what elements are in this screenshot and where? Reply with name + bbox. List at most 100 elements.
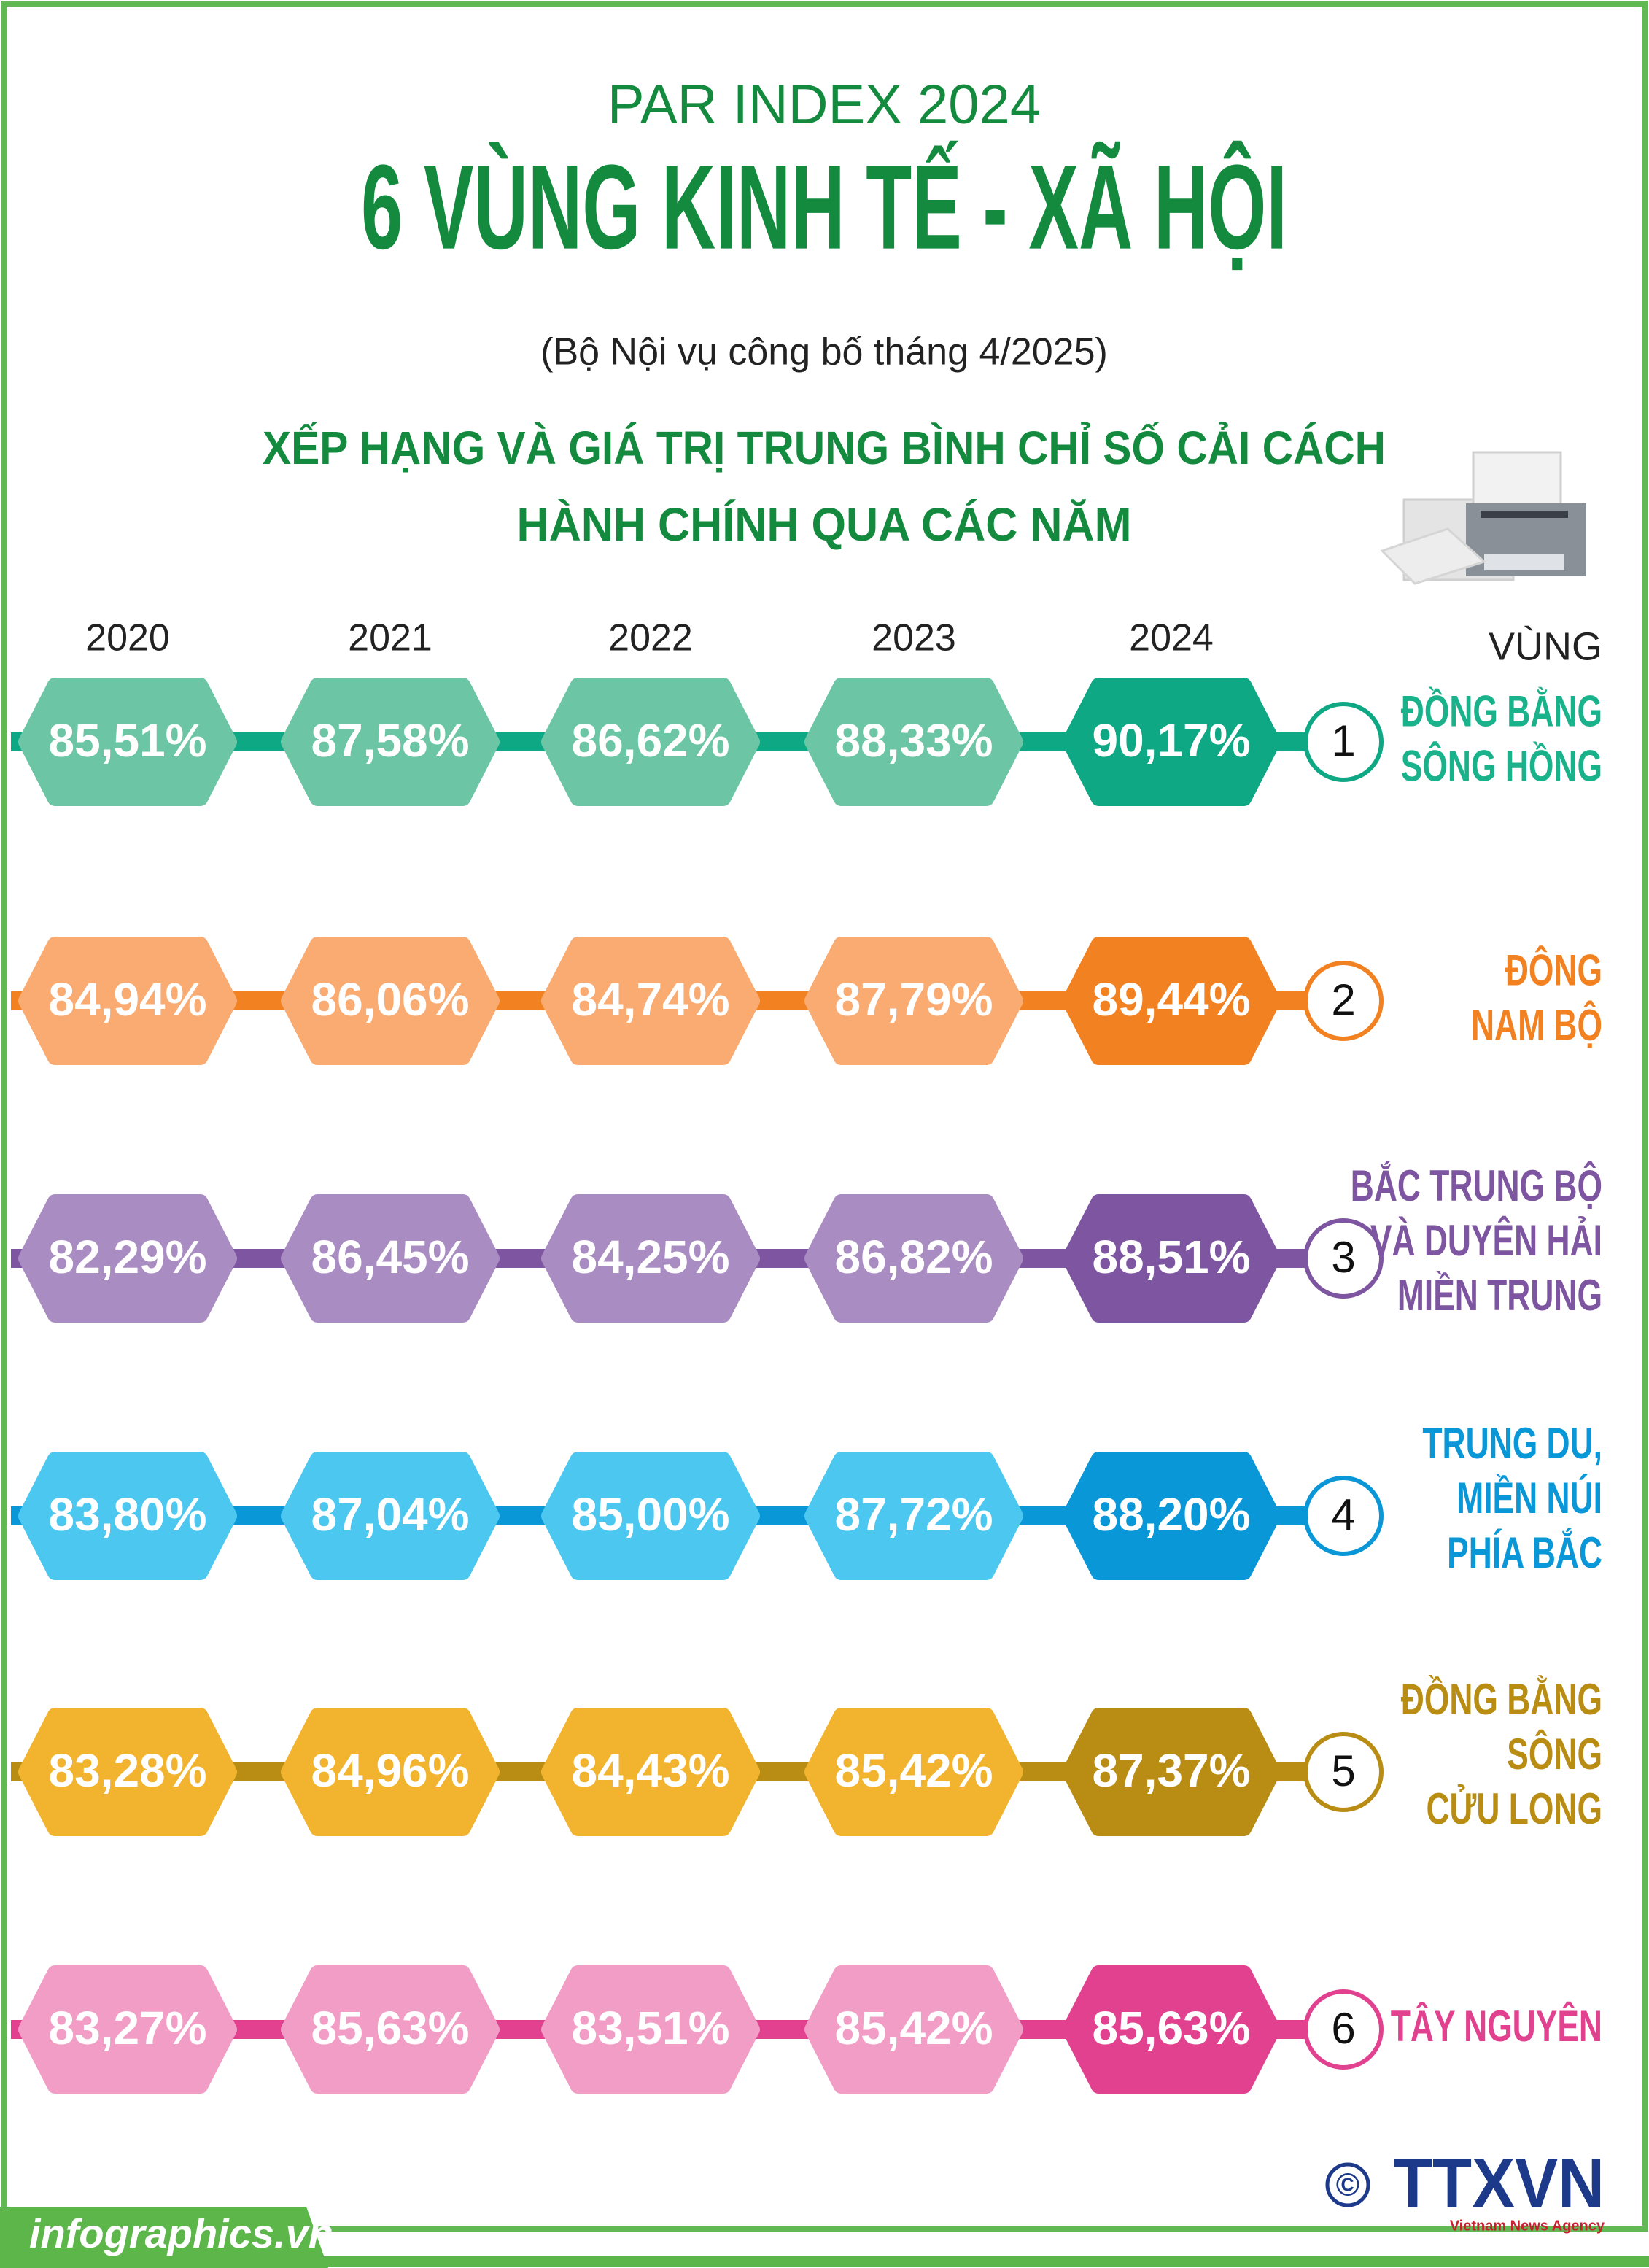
value-label: 88,51% bbox=[1092, 1231, 1250, 1283]
value-badge bbox=[1062, 1708, 1281, 1836]
value-badge bbox=[804, 937, 1023, 1065]
value-badge bbox=[541, 937, 760, 1065]
value-badge bbox=[18, 678, 237, 806]
copyright-ring bbox=[1325, 2162, 1370, 2207]
value-badge bbox=[281, 1452, 500, 1580]
footer-band bbox=[0, 2207, 328, 2268]
value-badge bbox=[804, 1194, 1023, 1323]
region-line: PHÍA BẮC bbox=[1447, 1527, 1602, 1577]
value-label: 84,74% bbox=[571, 973, 729, 1026]
rank-circle bbox=[1303, 1732, 1384, 1812]
agency-logo: TTXVN bbox=[1393, 2144, 1605, 2222]
value-label: 86,06% bbox=[311, 973, 469, 1026]
value-badge bbox=[541, 678, 760, 806]
title: 6 VÙNG KINH TẾ - XÃ HỘI bbox=[361, 140, 1287, 274]
region-name: VÀ DUYÊN HẢI bbox=[1370, 1215, 1602, 1265]
value-badge bbox=[541, 1965, 760, 2094]
region-line: ĐÔNG bbox=[1505, 945, 1602, 995]
region-name: PHÍA BẮC bbox=[1447, 1527, 1602, 1577]
region-name: ĐỒNG BẰNG bbox=[1401, 1674, 1602, 1724]
region-line: BẮC TRUNG BỘ bbox=[1351, 1160, 1602, 1210]
region-line: MIỀN NÚI bbox=[1456, 1473, 1602, 1522]
copyright: © bbox=[1336, 2167, 1359, 2203]
value-label: 84,94% bbox=[48, 973, 206, 1026]
region-line: MIỀN TRUNG bbox=[1397, 1270, 1602, 1320]
value-label: 85,63% bbox=[1092, 2002, 1250, 2054]
document-icon bbox=[1380, 451, 1586, 585]
value-badge bbox=[281, 678, 500, 806]
region-line: NAM BỘ bbox=[1471, 999, 1602, 1050]
rank-label: 2 bbox=[1331, 975, 1355, 1024]
site-name: infographics.vn bbox=[29, 2210, 333, 2256]
value-badge bbox=[18, 1708, 237, 1836]
region-line: CỬU LONG bbox=[1426, 1784, 1602, 1833]
value-badge bbox=[541, 1708, 760, 1836]
value-badge bbox=[1062, 1194, 1281, 1323]
rank-label: 6 bbox=[1331, 2004, 1355, 2053]
value-badge bbox=[1062, 1452, 1281, 1580]
value-badge bbox=[804, 1965, 1023, 2094]
rank-circle bbox=[1303, 1218, 1384, 1299]
value-label: 83,27% bbox=[48, 2002, 206, 2054]
value-label: 86,45% bbox=[311, 1231, 469, 1283]
region-name: ĐÔNG bbox=[1505, 945, 1602, 995]
heading-line: HÀNH CHÍNH QUA CÁC NĂM bbox=[517, 498, 1132, 551]
value-label: 87,37% bbox=[1092, 1744, 1250, 1797]
value-label: 84,43% bbox=[571, 1744, 729, 1797]
value-label: 83,28% bbox=[48, 1744, 206, 1797]
value-badge bbox=[804, 1708, 1023, 1836]
region-line: ĐỒNG BẰNG bbox=[1401, 686, 1602, 736]
value-label: 87,79% bbox=[834, 973, 993, 1026]
value-badge bbox=[281, 1708, 500, 1836]
rank-label: 3 bbox=[1331, 1233, 1355, 1282]
value-label: 85,51% bbox=[48, 714, 206, 767]
value-label: 85,63% bbox=[311, 2002, 469, 2054]
rank-circle bbox=[1303, 1476, 1384, 1556]
agency-full: Vietnam News Agency bbox=[1450, 2218, 1605, 2234]
year-label: 2021 bbox=[348, 617, 432, 659]
note: (Bộ Nội vụ công bố tháng 4/2025) bbox=[540, 331, 1108, 374]
value-label: 85,42% bbox=[834, 2002, 993, 2054]
value-badge bbox=[281, 1194, 500, 1323]
rank-circle bbox=[1303, 702, 1384, 782]
year-label: 2020 bbox=[85, 617, 170, 659]
value-label: 86,62% bbox=[571, 714, 729, 767]
value-badge bbox=[541, 1452, 760, 1580]
value-badge bbox=[1062, 937, 1281, 1065]
value-label: 87,72% bbox=[834, 1488, 993, 1541]
year-label: 2024 bbox=[1129, 617, 1214, 659]
region-name: CỬU LONG bbox=[1426, 1784, 1602, 1833]
value-label: 90,17% bbox=[1092, 714, 1250, 767]
region-line: SÔNG HỒNG bbox=[1401, 740, 1602, 791]
value-label: 87,04% bbox=[311, 1488, 469, 1541]
value-badge bbox=[281, 1965, 500, 2094]
value-label: 83,51% bbox=[571, 2002, 729, 2054]
value-badge bbox=[18, 1452, 237, 1580]
region-name: ĐỒNG BẰNG bbox=[1401, 686, 1602, 736]
year-label: 2023 bbox=[872, 617, 956, 659]
region-name: TRUNG DU, bbox=[1422, 1419, 1602, 1468]
rank-label: 1 bbox=[1331, 716, 1355, 765]
region-line: ĐỒNG BẰNG bbox=[1401, 1674, 1602, 1724]
value-badge bbox=[804, 678, 1023, 806]
region-name: SÔNG bbox=[1507, 1728, 1602, 1779]
value-label: 83,80% bbox=[48, 1488, 206, 1541]
value-label: 84,96% bbox=[311, 1744, 469, 1797]
region-header: VÙNG bbox=[1489, 624, 1602, 668]
region-name: BẮC TRUNG BỘ bbox=[1351, 1160, 1602, 1210]
value-label: 85,42% bbox=[834, 1744, 993, 1797]
value-label: 89,44% bbox=[1092, 973, 1250, 1026]
value-label: 87,58% bbox=[311, 714, 469, 767]
value-label: 84,25% bbox=[571, 1231, 729, 1283]
region-name: TÂY NGUYÊN bbox=[1391, 2000, 1602, 2051]
value-label: 86,82% bbox=[834, 1231, 993, 1283]
rank-circle bbox=[1303, 961, 1384, 1041]
value-badge bbox=[1062, 678, 1281, 806]
region-line: VÀ DUYÊN HẢI bbox=[1370, 1215, 1602, 1265]
value-label: 85,00% bbox=[571, 1488, 729, 1541]
rank-label: 4 bbox=[1331, 1490, 1355, 1539]
value-badge bbox=[18, 1194, 237, 1323]
value-label: 88,33% bbox=[834, 714, 993, 767]
value-badge bbox=[18, 937, 237, 1065]
